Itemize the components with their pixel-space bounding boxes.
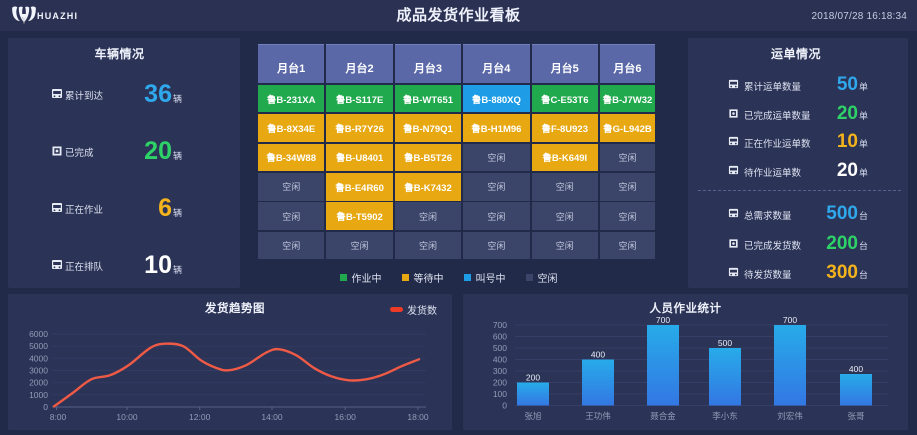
- svg-text:14:00: 14:00: [261, 412, 283, 422]
- svg-text:李小东: 李小东: [712, 411, 738, 421]
- svg-text:3000: 3000: [29, 366, 48, 376]
- svg-text:5000: 5000: [29, 341, 48, 351]
- svg-text:10:00: 10:00: [116, 412, 138, 422]
- svg-text:刘宏伟: 刘宏伟: [777, 411, 803, 421]
- svg-text:张哥: 张哥: [847, 411, 865, 421]
- svg-text:100: 100: [493, 389, 507, 399]
- svg-text:500: 500: [718, 338, 732, 348]
- svg-text:400: 400: [493, 355, 507, 365]
- svg-text:聂合金: 聂合金: [650, 411, 676, 421]
- svg-text:18:00: 18:00: [407, 412, 429, 422]
- svg-text:6000: 6000: [29, 329, 48, 339]
- svg-text:600: 600: [493, 332, 507, 342]
- svg-text:16:00: 16:00: [335, 412, 357, 422]
- svg-text:0: 0: [502, 401, 507, 411]
- svg-text:0: 0: [43, 402, 48, 412]
- svg-text:12:00: 12:00: [189, 412, 211, 422]
- svg-text:700: 700: [493, 320, 507, 330]
- svg-text:400: 400: [591, 350, 605, 360]
- svg-text:张旭: 张旭: [524, 411, 542, 421]
- svg-text:8:00: 8:00: [50, 412, 67, 422]
- svg-text:王功伟: 王功伟: [585, 411, 611, 421]
- svg-text:300: 300: [493, 366, 507, 376]
- svg-text:500: 500: [493, 343, 507, 353]
- svg-text:2000: 2000: [29, 378, 48, 388]
- svg-text:200: 200: [493, 378, 507, 388]
- svg-text:200: 200: [526, 373, 540, 383]
- svg-text:700: 700: [783, 315, 797, 325]
- svg-text:4000: 4000: [29, 353, 48, 363]
- svg-text:1000: 1000: [29, 390, 48, 400]
- svg-text:700: 700: [656, 315, 670, 325]
- svg-text:400: 400: [849, 364, 863, 374]
